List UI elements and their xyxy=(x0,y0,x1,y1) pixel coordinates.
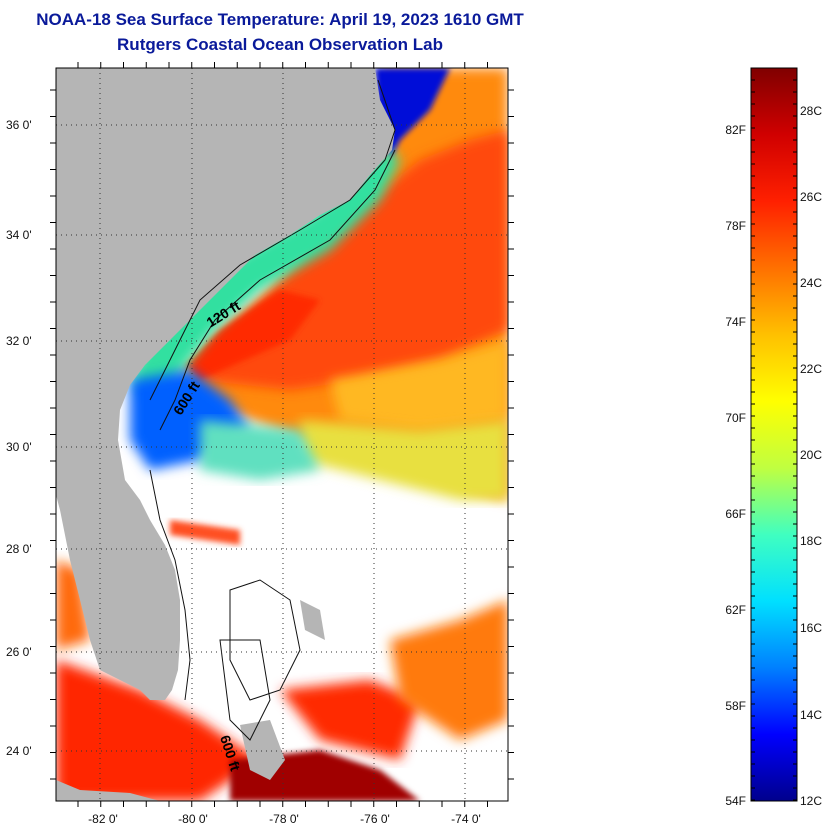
lat-label: 28 0' xyxy=(6,542,32,556)
lon-label: -74 0' xyxy=(451,812,481,826)
bahamas-andros xyxy=(240,720,285,780)
colorbar-ticks xyxy=(751,79,797,801)
map-title: NOAA-18 Sea Surface Temperature: April 1… xyxy=(36,10,524,29)
cuba-coast xyxy=(56,780,160,801)
colorbar-f-label: 66F xyxy=(725,507,746,521)
colorbar-c-label: 22C xyxy=(800,362,823,376)
frame-ticks xyxy=(50,62,514,807)
lon-label: -80 0' xyxy=(178,812,208,826)
colorbar-c-label: 20C xyxy=(800,448,823,462)
colorbar-f-label: 58F xyxy=(725,699,746,713)
lat-label: 24 0' xyxy=(6,744,32,758)
colorbar-f-label: 54F xyxy=(725,794,746,808)
colorbar-c-label: 12C xyxy=(800,794,823,808)
lat-label: 30 0' xyxy=(6,440,32,454)
land-mass xyxy=(56,68,395,700)
bahamas-abaco xyxy=(300,600,325,640)
colorbar-f-label: 62F xyxy=(725,603,746,617)
lat-label: 26 0' xyxy=(6,645,32,659)
colorbar-f-label: 78F xyxy=(725,219,746,233)
colorbar-c-label: 18C xyxy=(800,534,823,548)
colorbar-c-label: 28C xyxy=(800,104,823,118)
colorbar-c-label: 14C xyxy=(800,708,823,722)
lat-label: 36 0' xyxy=(6,118,32,132)
colorbar-c-label: 16C xyxy=(800,621,823,635)
lat-label: 32 0' xyxy=(6,334,32,348)
depth-contours xyxy=(149,79,396,741)
graticule xyxy=(56,68,508,801)
map-subtitle: Rutgers Coastal Ocean Observation Lab xyxy=(117,35,443,54)
colorbar-f-label: 82F xyxy=(725,123,746,137)
colorbar-f-label: 70F xyxy=(725,411,746,425)
temperature-colorbar xyxy=(750,67,798,802)
lon-label: -76 0' xyxy=(360,812,390,826)
lon-label: -78 0' xyxy=(269,812,299,826)
lat-label: 34 0' xyxy=(6,228,32,242)
lon-label: -82 0' xyxy=(88,812,118,826)
colorbar-f-label: 74F xyxy=(725,315,746,329)
colorbar-c-label: 24C xyxy=(800,276,823,290)
colorbar-c-label: 26C xyxy=(800,190,823,204)
